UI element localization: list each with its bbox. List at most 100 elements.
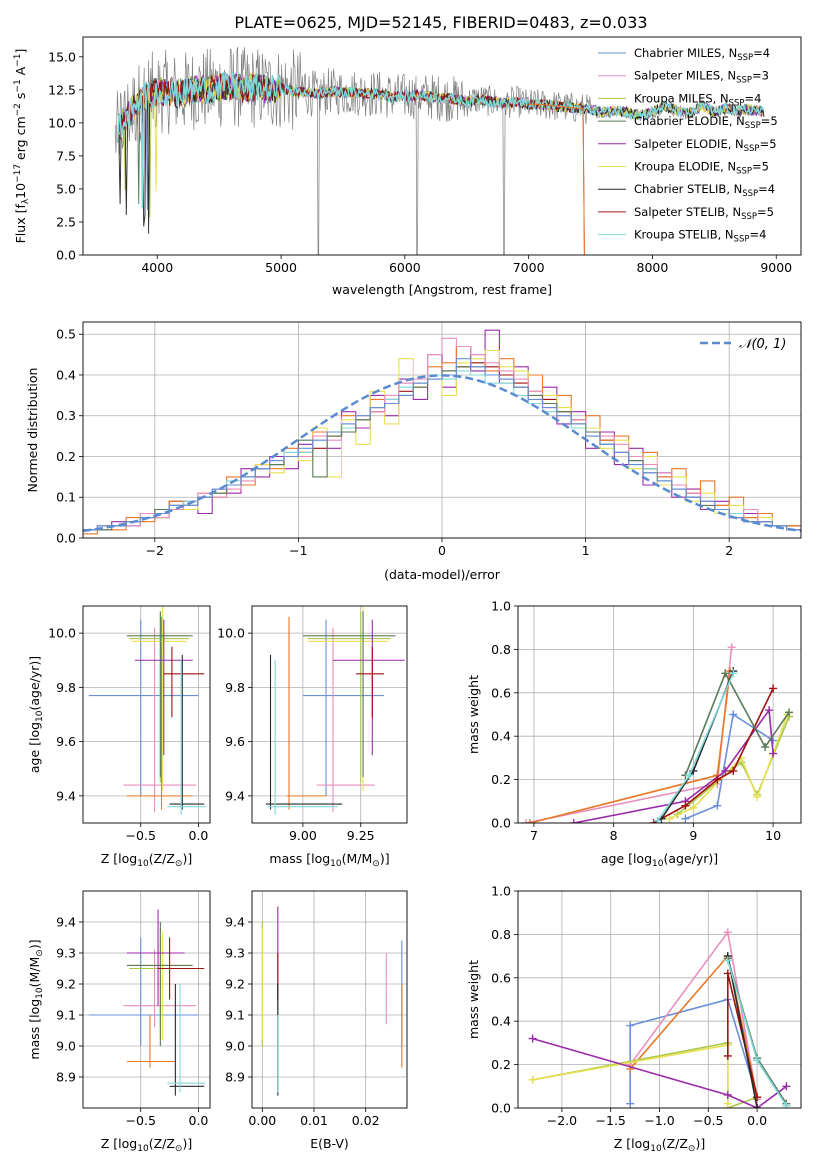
x-tick-label: 0 xyxy=(438,543,446,558)
plot-area xyxy=(88,606,206,815)
errorbar-point xyxy=(129,611,190,783)
plus-marker xyxy=(723,928,732,937)
y-tick-label: 0.6 xyxy=(491,970,511,985)
plus-marker xyxy=(761,743,770,752)
plus-marker xyxy=(782,1101,791,1108)
gaussian-curve xyxy=(83,374,801,533)
y-tick-label: 9.6 xyxy=(56,734,76,749)
errorbar-point xyxy=(268,660,338,815)
y-axis-label: Normed distribution xyxy=(25,368,40,493)
plus-marker xyxy=(721,766,730,775)
y-tick-label: 0.2 xyxy=(56,449,76,464)
y-axis-label: mass weight xyxy=(466,675,481,754)
x-tick-label: 8 xyxy=(610,828,618,843)
plus-marker xyxy=(753,1104,762,1108)
errorbar-point xyxy=(307,611,391,783)
errorbar-point xyxy=(131,606,187,791)
plus-marker xyxy=(727,643,736,652)
x-axis-label: (data-model)/error xyxy=(384,567,501,582)
y-tick-label: 9.4 xyxy=(56,915,76,930)
legend-entry: Salpeter ELODIE, NSSP=5 xyxy=(634,137,777,154)
spectrum-model-line xyxy=(117,71,765,209)
plus-marker xyxy=(753,792,762,801)
y-tick-label: 9.1 xyxy=(225,1008,245,1023)
errorbar-point xyxy=(126,1015,176,1068)
plus-marker xyxy=(626,1099,635,1108)
plus-marker xyxy=(681,814,690,823)
panel-residuals: −2 −1 0 1 2 0.0 0.1 0.2 0.3 0.4 0.5 (data-model)/er… xyxy=(25,321,802,582)
errorbar-point xyxy=(88,937,199,1046)
x-axis-label: Z [log10(Z/Z⊙)] xyxy=(101,851,192,869)
plot-area xyxy=(265,606,405,815)
errorbar-point xyxy=(126,611,193,777)
plus-marker xyxy=(569,819,578,823)
x-tick-label: −1.5 xyxy=(596,1113,626,1128)
y-tick-label: 9.3 xyxy=(225,946,245,961)
y-tick-label: 0.0 xyxy=(56,531,76,546)
errorbar-point xyxy=(126,909,185,1006)
plus-marker xyxy=(782,1082,791,1091)
legend-entry: Kroupa MILES, NSSP=4 xyxy=(634,91,761,108)
errorbar-point xyxy=(158,937,205,1000)
plot-area xyxy=(521,643,794,823)
errorbar-point xyxy=(134,619,193,756)
axes-frame xyxy=(517,605,802,824)
plus-marker xyxy=(769,684,778,693)
plot-area xyxy=(261,906,403,1096)
plus-marker xyxy=(723,1051,732,1060)
x-axis-label: E(B-V) xyxy=(310,1136,349,1151)
x-tick-label: 9.00 xyxy=(289,828,317,843)
y-axis-label: Flux [fλ10−17 erg cm−2 s−1 A−1] xyxy=(13,49,31,244)
x-tick-label: 0.02 xyxy=(352,1113,380,1128)
panel-spectrum: 4000 5000 6000 7000 8000 9000 0.0 2.5 5.0 7.5 10.0… xyxy=(13,36,802,297)
plus-marker xyxy=(765,706,774,715)
gridlines xyxy=(83,891,210,1108)
errorbar-point xyxy=(167,660,206,815)
x-tick-label: 8000 xyxy=(637,260,669,275)
axes-frame xyxy=(82,36,802,256)
errorbar-point xyxy=(169,654,205,810)
y-tick-label: 9.4 xyxy=(225,788,245,803)
y-tick-label: 8.9 xyxy=(225,1070,245,1085)
y-tick-label: 9.6 xyxy=(225,734,245,749)
plus-marker xyxy=(785,708,794,717)
errorbar-point xyxy=(163,646,205,718)
x-tick-label: 4000 xyxy=(141,260,173,275)
y-tick-label: 9.8 xyxy=(56,680,76,695)
x-axis-label: Z [log10(Z/Z⊙)] xyxy=(101,1136,192,1154)
y-tick-label: 0.1 xyxy=(56,490,76,505)
plus-marker xyxy=(528,1034,537,1043)
plus-marker xyxy=(729,710,738,719)
x-axis-label: mass [log10(M/M⊙)] xyxy=(269,851,389,869)
plot-area xyxy=(528,928,791,1108)
y-tick-label: 0.2 xyxy=(491,772,511,787)
y-tick-label: 0.5 xyxy=(56,327,76,342)
x-tick-label: 0.0 xyxy=(189,828,209,843)
legend-entry: Chabrier ELODIE, NSSP=5 xyxy=(634,114,778,131)
y-tick-label: 10.0 xyxy=(217,626,245,641)
y-tick-label: 0.8 xyxy=(491,642,511,657)
x-tick-label: 0.01 xyxy=(300,1113,328,1128)
y-tick-label: 1.0 xyxy=(491,599,511,614)
x-tick-label: 9.25 xyxy=(347,828,375,843)
plus-marker xyxy=(626,1021,635,1030)
mass-weight-series xyxy=(684,671,790,776)
figure-title: PLATE=0625, MJD=52145, FIBERID=0483, z=0… xyxy=(234,13,647,32)
plus-marker xyxy=(721,669,730,678)
x-tick-label: 5000 xyxy=(265,260,297,275)
legend-entry: 𝒩(0, 1) xyxy=(739,337,786,352)
x-tick-label: 10 xyxy=(765,828,781,843)
x-tick-label: −0.5 xyxy=(126,828,156,843)
y-tick-label: 9.4 xyxy=(225,915,245,930)
y-tick-label: 1.0 xyxy=(491,884,511,899)
legend-entry: Salpeter STELIB, NSSP=5 xyxy=(634,205,774,222)
panel-mass_vs_EBV: 0.00 0.01 0.02 8.9 9.0 9.1 9.2 9.3 9.4 E(B-V) xyxy=(225,890,408,1151)
panel-age_vs_mass: 9.00 9.25 9.4 9.6 9.8 10.0 mass [log10(M/M⊙)] xyxy=(217,605,408,869)
errorbar-point xyxy=(302,611,396,777)
y-tick-label: 0.0 xyxy=(56,248,76,263)
y-tick-label: 9.2 xyxy=(56,977,76,992)
x-tick-label: 0.0 xyxy=(189,1113,209,1128)
x-tick-label: 0.0 xyxy=(747,1113,767,1128)
plot-area xyxy=(83,329,801,535)
